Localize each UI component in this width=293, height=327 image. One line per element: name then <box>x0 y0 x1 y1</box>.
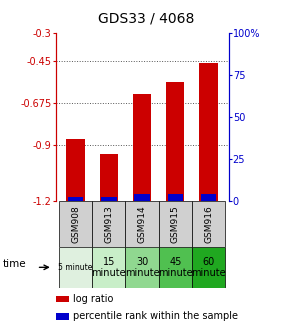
Bar <box>166 82 185 201</box>
Bar <box>168 194 183 201</box>
Bar <box>67 139 85 201</box>
Text: 15
minute: 15 minute <box>91 257 126 278</box>
Bar <box>56 313 69 319</box>
Text: 45
minute: 45 minute <box>158 257 193 278</box>
Text: 30
minute: 30 minute <box>125 257 159 278</box>
Bar <box>133 94 151 201</box>
Bar <box>125 201 159 247</box>
Text: GSM916: GSM916 <box>204 205 213 243</box>
Bar <box>92 247 125 288</box>
Bar <box>100 154 118 201</box>
Bar <box>200 63 218 201</box>
Bar <box>159 201 192 247</box>
Text: percentile rank within the sample: percentile rank within the sample <box>74 311 239 321</box>
Bar <box>192 247 225 288</box>
Bar <box>125 247 159 288</box>
Bar <box>59 201 92 247</box>
Text: 60
minute: 60 minute <box>191 257 226 278</box>
Text: 5 minute: 5 minute <box>58 263 93 272</box>
Text: log ratio: log ratio <box>74 294 114 304</box>
Bar <box>134 194 150 201</box>
Bar <box>68 197 84 201</box>
Bar <box>201 194 216 201</box>
Text: GSM913: GSM913 <box>104 205 113 243</box>
Bar <box>192 201 225 247</box>
Bar <box>92 201 125 247</box>
Text: GSM914: GSM914 <box>138 205 146 243</box>
Text: GSM915: GSM915 <box>171 205 180 243</box>
Bar <box>159 247 192 288</box>
Bar <box>59 247 92 288</box>
Text: GSM908: GSM908 <box>71 205 80 243</box>
Bar <box>101 197 117 201</box>
Text: GDS33 / 4068: GDS33 / 4068 <box>98 11 195 26</box>
Text: time: time <box>3 259 27 269</box>
Bar <box>56 296 69 302</box>
